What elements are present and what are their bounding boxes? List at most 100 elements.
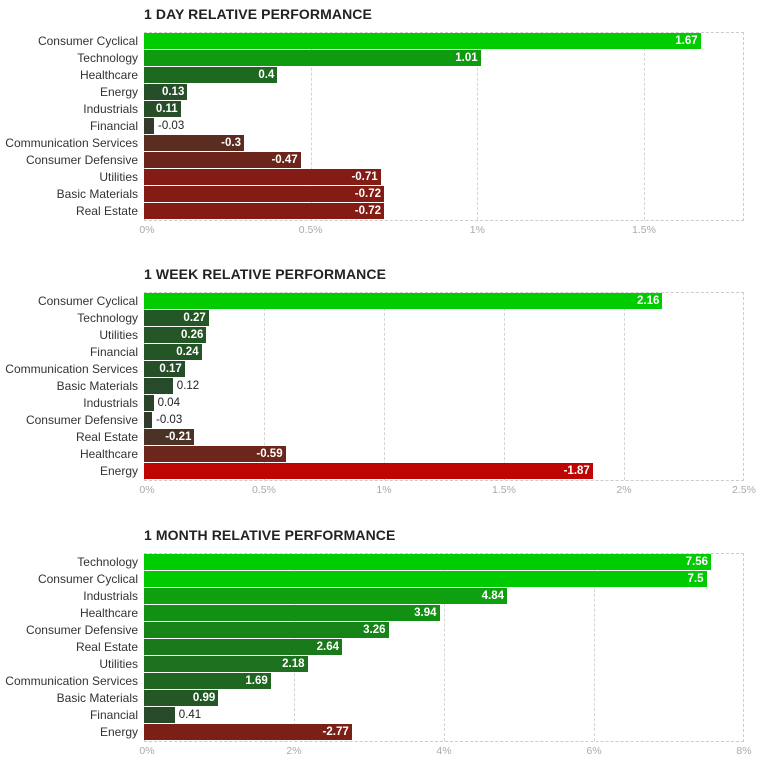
value-label: -0.72 bbox=[354, 205, 381, 217]
value-label: 1.67 bbox=[675, 35, 698, 47]
chart-panel-0: 1 DAY RELATIVE PERFORMANCE 0% 0.5% 1% 1.5% Co… bbox=[0, 6, 778, 243]
value-label: 7.5 bbox=[687, 573, 704, 585]
category-label: Industrials bbox=[83, 589, 138, 603]
category-label: Communication Services bbox=[5, 136, 138, 150]
x-tick-label: 0.5% bbox=[298, 224, 323, 236]
category-label: Consumer Defensive bbox=[25, 153, 138, 167]
bar bbox=[144, 169, 381, 185]
bar bbox=[144, 639, 342, 655]
bar bbox=[144, 118, 154, 134]
x-tick-label: 0% bbox=[139, 484, 155, 496]
category-label: Financial bbox=[89, 708, 138, 722]
value-label: -0.59 bbox=[256, 448, 283, 460]
value-label: 1.69 bbox=[245, 675, 268, 687]
category-label: Technology bbox=[77, 51, 138, 65]
bar bbox=[144, 554, 711, 570]
value-label: -2.77 bbox=[322, 726, 349, 738]
category-label: Consumer Cyclical bbox=[37, 572, 138, 586]
category-label: Consumer Cyclical bbox=[37, 294, 138, 308]
x-tick-label: 1% bbox=[376, 484, 392, 496]
category-label: Industrials bbox=[83, 396, 138, 410]
value-label: -0.71 bbox=[351, 171, 378, 183]
value-label: 1.01 bbox=[455, 52, 478, 64]
x-tick-label: 0% bbox=[139, 745, 155, 757]
category-label: Real Estate bbox=[75, 430, 138, 444]
x-tick-label: 2% bbox=[616, 484, 632, 496]
gridline bbox=[477, 33, 479, 220]
category-label: Consumer Defensive bbox=[25, 623, 138, 637]
x-tick-label: 0.5% bbox=[252, 484, 276, 496]
value-label: -0.03 bbox=[156, 414, 183, 426]
category-label: Energy bbox=[99, 464, 138, 478]
bar bbox=[144, 395, 154, 411]
bar bbox=[144, 429, 195, 445]
bar bbox=[144, 571, 707, 587]
gridline bbox=[624, 293, 625, 480]
category-label: Real Estate bbox=[75, 204, 138, 218]
value-label: -0.3 bbox=[221, 137, 241, 149]
chart-title: 1 WEEK RELATIVE PERFORMANCE bbox=[144, 266, 387, 282]
category-label: Real Estate bbox=[75, 640, 138, 654]
bar bbox=[144, 656, 308, 672]
bar bbox=[144, 361, 185, 377]
bar bbox=[144, 50, 481, 66]
value-label: 3.94 bbox=[414, 607, 437, 619]
bar bbox=[144, 135, 244, 151]
value-label: 0.4 bbox=[258, 69, 275, 81]
value-label: 0.13 bbox=[161, 86, 185, 98]
bar bbox=[144, 412, 152, 428]
category-label: Healthcare bbox=[79, 68, 138, 82]
value-label: 2.16 bbox=[637, 295, 660, 307]
category-label: Basic Materials bbox=[56, 379, 138, 393]
category-label: Utilities bbox=[99, 657, 138, 671]
category-label: Utilities bbox=[99, 170, 138, 184]
x-tick-label: 1.5% bbox=[632, 224, 656, 236]
gridline bbox=[264, 293, 265, 480]
x-tick-label: 6% bbox=[586, 745, 602, 757]
category-label: Technology bbox=[77, 555, 138, 569]
bar bbox=[144, 310, 209, 326]
bar bbox=[144, 67, 278, 83]
category-label: Basic Materials bbox=[56, 187, 138, 201]
category-label: Energy bbox=[99, 725, 138, 739]
x-tick-label: 2.5% bbox=[732, 484, 756, 496]
chart-title: 1 DAY RELATIVE PERFORMANCE bbox=[144, 6, 372, 22]
value-label: -0.72 bbox=[354, 188, 381, 200]
value-label: -0.03 bbox=[158, 120, 185, 132]
bar bbox=[144, 605, 440, 621]
category-label: Energy bbox=[99, 85, 138, 99]
gridline bbox=[310, 33, 312, 220]
bar bbox=[144, 101, 181, 117]
x-tick-label: 4% bbox=[436, 745, 452, 757]
value-label: 7.56 bbox=[685, 556, 708, 568]
bar bbox=[144, 446, 286, 462]
bar bbox=[144, 673, 271, 689]
value-label: -0.21 bbox=[165, 431, 192, 443]
chart-panel-2: 1 MONTH RELATIVE PERFORMANCE 0% 2% 4% 6% 8% Te… bbox=[0, 527, 778, 764]
category-label: Basic Materials bbox=[56, 691, 138, 705]
bar bbox=[144, 622, 389, 638]
x-tick-label: 1.5% bbox=[492, 484, 516, 496]
x-tick-label: 0% bbox=[139, 224, 155, 236]
value-label: 0.17 bbox=[159, 363, 182, 375]
gridline bbox=[444, 554, 445, 741]
value-label: 3.26 bbox=[363, 624, 386, 636]
category-label: Communication Services bbox=[5, 362, 138, 376]
bar bbox=[144, 344, 202, 360]
gridline bbox=[594, 554, 595, 741]
bar bbox=[144, 293, 663, 309]
x-tick-label: 2% bbox=[286, 745, 302, 757]
x-tick-label: 8% bbox=[736, 745, 752, 757]
value-label: 0.12 bbox=[176, 380, 200, 392]
value-label: 0.27 bbox=[183, 312, 206, 324]
chart-title: 1 MONTH RELATIVE PERFORMANCE bbox=[144, 527, 396, 543]
bar bbox=[144, 463, 593, 479]
category-label: Technology bbox=[77, 311, 138, 325]
gridline bbox=[384, 293, 385, 480]
bar bbox=[144, 186, 384, 202]
value-label: -0.47 bbox=[271, 154, 298, 166]
category-label: Healthcare bbox=[79, 606, 138, 620]
bar bbox=[144, 203, 384, 219]
x-tick-label: 1% bbox=[469, 224, 485, 236]
gridline bbox=[504, 293, 505, 480]
